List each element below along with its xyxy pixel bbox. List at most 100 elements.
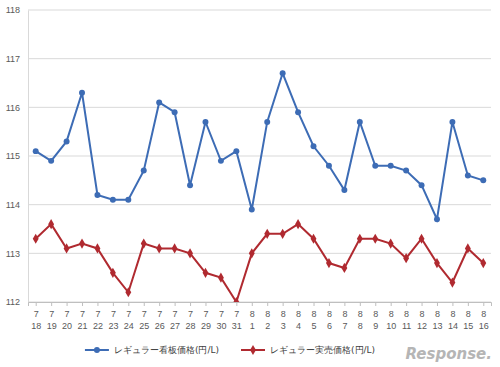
x-tick-label-line: 6 — [327, 321, 332, 331]
x-tick-label: 813 — [432, 309, 442, 330]
series-marker — [465, 243, 471, 253]
x-tick-label: 726 — [155, 309, 165, 330]
x-tick-label-line: 22 — [93, 321, 103, 331]
series-marker — [388, 239, 394, 249]
y-tick-label: 115 — [6, 151, 20, 161]
series-marker — [372, 234, 378, 244]
x-tick-label-line: 25 — [139, 321, 149, 331]
x-tick-label-line: 9 — [373, 321, 378, 331]
x-tick-label-line: 8 — [466, 309, 471, 319]
x-tick-label-line: 8 — [389, 309, 394, 319]
x-tick-label-line: 7 — [111, 309, 116, 319]
x-tick: 82 — [265, 302, 270, 331]
series-marker — [311, 234, 317, 244]
plot-area — [33, 70, 487, 302]
x-tick-mark — [175, 302, 176, 306]
y-tick-label: 117 — [6, 54, 20, 64]
x-tick-label-line: 8 — [250, 309, 255, 319]
x-tick-label: 87 — [342, 309, 347, 330]
x-tick: 88 — [358, 302, 363, 331]
x-tick-mark — [406, 302, 407, 306]
series-marker — [434, 258, 440, 268]
x-tick-label: 812 — [417, 309, 427, 330]
x-tick-mark — [82, 302, 83, 306]
x-tick-label: 814 — [448, 309, 458, 330]
x-tick-label-line: 7 — [80, 309, 85, 319]
x-tick-label: 721 — [78, 309, 88, 330]
x-tick-label-line: 8 — [281, 309, 286, 319]
x-tick-label-line: 12 — [417, 321, 427, 331]
x-tick-label-line: 7 — [342, 321, 347, 331]
series-marker — [202, 119, 208, 125]
y-axis: 112113114115116117118 — [6, 5, 29, 307]
series-marker — [264, 229, 270, 239]
x-tick-mark — [391, 302, 392, 306]
legend-marker — [250, 345, 256, 355]
x-tick-label-line: 8 — [342, 309, 347, 319]
x-tick: 811 — [402, 302, 411, 331]
x-tick-mark — [113, 302, 114, 306]
x-tick: 89 — [373, 302, 378, 331]
series-marker — [172, 243, 178, 253]
x-tick-label: 731 — [232, 309, 242, 330]
x-tick-label: 722 — [93, 309, 103, 330]
series-marker — [79, 90, 85, 96]
series-marker — [280, 70, 286, 76]
series-marker — [434, 216, 440, 222]
x-tick-label-line: 27 — [170, 321, 180, 331]
x-tick: 722 — [93, 302, 103, 331]
annotation: Response. — [406, 345, 492, 363]
x-tick-label-line: 28 — [186, 321, 196, 331]
y-axis-line — [28, 11, 29, 303]
x-tick-label-line: 11 — [402, 321, 411, 331]
x-tick-label-line: 7 — [49, 309, 54, 319]
x-tick-label-line: 7 — [142, 309, 147, 319]
x-tick: 810 — [386, 302, 396, 331]
y-tick-label: 114 — [6, 200, 20, 210]
x-tick-mark — [67, 302, 68, 306]
series-marker — [449, 277, 455, 287]
legend-label: レギュラー看板価格(円/L) — [114, 345, 219, 355]
series-marker — [341, 187, 347, 193]
x-tick-mark — [97, 302, 98, 306]
x-tick-label-line: 8 — [373, 309, 378, 319]
series-marker — [95, 243, 101, 253]
series-marker — [419, 182, 425, 188]
series-marker — [110, 268, 116, 278]
x-tick-label-line: 8 — [435, 309, 440, 319]
x-tick-mark — [190, 302, 191, 306]
x-tick: 728 — [186, 302, 196, 331]
x-tick-label-line: 8 — [420, 309, 425, 319]
series-marker — [326, 163, 332, 169]
x-tick-label-line: 7 — [95, 309, 100, 319]
x-tick-mark — [298, 302, 299, 306]
series-marker — [357, 234, 363, 244]
grid-line — [28, 204, 491, 205]
y-tick: 114 — [6, 200, 28, 210]
x-tick-label: 89 — [373, 309, 378, 330]
x-tick-label-line: 8 — [296, 309, 301, 319]
x-tick-label: 82 — [265, 309, 270, 330]
x-tick-label-line: 8 — [358, 309, 363, 319]
grid-line — [28, 107, 491, 108]
x-tick-label: 85 — [312, 309, 317, 330]
x-tick-label-line: 8 — [481, 309, 486, 319]
series-marker — [403, 168, 409, 174]
grid-line — [28, 156, 491, 157]
x-tick-label-line: 4 — [296, 321, 301, 331]
x-tick: 84 — [296, 302, 301, 331]
series-marker — [372, 163, 378, 169]
x-tick-label-line: 30 — [216, 321, 226, 331]
x-tick-label: 719 — [47, 309, 57, 330]
series-marker — [326, 258, 332, 268]
x-tick-label: 83 — [281, 309, 286, 330]
series-marker — [187, 182, 193, 188]
series-marker — [94, 192, 100, 198]
x-tick-label: 730 — [216, 309, 226, 330]
x-tick: 718 — [31, 302, 41, 331]
x-tick-mark — [422, 302, 423, 306]
series-line — [36, 73, 484, 219]
series-marker — [125, 197, 131, 203]
series-marker — [79, 239, 85, 249]
x-tick-label: 725 — [139, 309, 149, 330]
